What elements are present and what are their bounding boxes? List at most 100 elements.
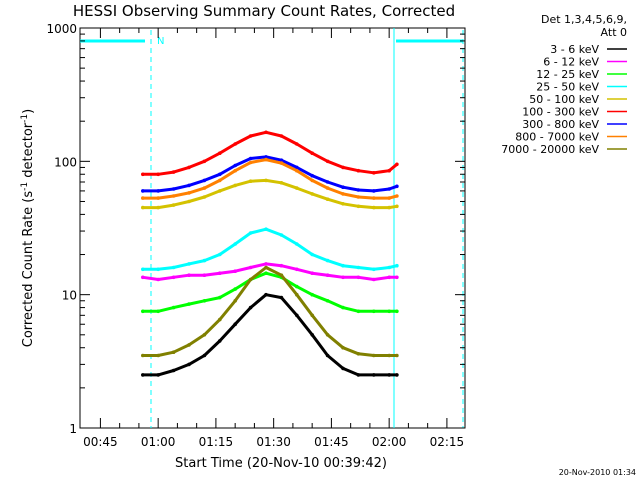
series-line-1 xyxy=(142,293,397,377)
data-point xyxy=(233,287,237,291)
legend-label: 3 - 6 keV xyxy=(550,43,599,56)
data-point xyxy=(156,205,160,210)
series-line-6 xyxy=(142,130,398,176)
y-tick-label: 100 xyxy=(54,155,77,169)
series-line-2 xyxy=(142,262,397,281)
legend-label: 800 - 7000 keV xyxy=(515,131,599,144)
data-point xyxy=(264,227,268,231)
series-line-5 xyxy=(142,178,398,210)
data-point xyxy=(141,205,145,210)
data-point xyxy=(248,265,253,270)
data-point xyxy=(325,273,330,278)
data-point xyxy=(233,242,237,246)
series-line-8 xyxy=(142,158,398,200)
data-point xyxy=(218,189,222,193)
data-point xyxy=(202,178,207,183)
data-point xyxy=(202,353,207,358)
data-point xyxy=(141,189,145,193)
data-point xyxy=(156,196,160,200)
x-tick-label: 01:00 xyxy=(141,435,176,449)
data-point xyxy=(187,183,191,188)
data-point xyxy=(387,265,392,270)
data-point xyxy=(295,292,299,297)
legend-header-line1: Det 1,3,4,5,6,9, xyxy=(541,13,627,26)
data-point xyxy=(341,192,345,196)
data-point xyxy=(387,353,392,358)
data-point xyxy=(372,189,376,193)
data-point xyxy=(264,155,268,159)
data-point xyxy=(233,183,237,188)
y-tick-label: 1000 xyxy=(46,22,77,36)
data-point xyxy=(372,171,376,175)
data-point xyxy=(295,284,299,289)
x-tick-label: 01:45 xyxy=(314,435,349,449)
data-point xyxy=(218,317,222,322)
data-point xyxy=(202,186,207,190)
data-point xyxy=(295,313,299,318)
data-point xyxy=(356,265,361,270)
data-point xyxy=(248,160,253,165)
axis-layer: 1 10 100 1000 00:45 01:00 01:15 01:30 01:45 02:00… xyxy=(46,22,465,449)
data-point xyxy=(295,165,299,170)
data-point xyxy=(341,185,345,189)
data-point xyxy=(395,309,399,314)
data-point xyxy=(279,158,284,162)
data-point xyxy=(325,186,330,190)
y-tick-label: 1 xyxy=(69,422,77,436)
data-point xyxy=(387,205,392,210)
data-point xyxy=(202,195,207,199)
data-point xyxy=(356,275,361,280)
data-point xyxy=(218,172,222,177)
data-point xyxy=(156,277,160,282)
legend-label: 25 - 50 keV xyxy=(536,81,599,94)
data-point xyxy=(248,179,253,183)
data-point xyxy=(248,134,253,138)
data-point xyxy=(171,350,176,355)
data-point xyxy=(156,172,160,177)
data-point xyxy=(279,233,284,237)
data-point xyxy=(295,242,299,246)
data-point xyxy=(264,265,268,270)
legend-label: 300 - 800 keV xyxy=(522,118,599,131)
data-point xyxy=(264,292,268,297)
data-point xyxy=(356,204,361,209)
data-point xyxy=(156,373,160,377)
data-point xyxy=(202,333,207,337)
night-markers: N xyxy=(80,28,464,428)
series-layer xyxy=(141,130,399,377)
data-point xyxy=(341,305,345,310)
data-point xyxy=(279,161,284,165)
data-point xyxy=(248,231,253,235)
data-point xyxy=(218,339,222,343)
data-point xyxy=(202,273,207,278)
x-tick-label: 01:15 xyxy=(199,435,234,449)
data-point xyxy=(341,275,345,280)
plot-frame xyxy=(79,27,466,429)
data-point xyxy=(171,368,176,373)
data-point xyxy=(387,309,392,314)
data-point xyxy=(356,352,361,356)
data-point xyxy=(279,263,284,268)
data-point xyxy=(264,178,268,183)
data-point xyxy=(325,180,330,184)
legend-label: 12 - 25 keV xyxy=(536,68,599,81)
x-tick-label: 02:00 xyxy=(372,435,407,449)
data-point xyxy=(218,151,222,155)
data-point xyxy=(325,299,330,303)
data-point xyxy=(171,265,176,270)
x-tick-label: 00:45 xyxy=(83,435,118,449)
data-point xyxy=(325,197,330,201)
data-point xyxy=(341,202,345,206)
data-point xyxy=(341,165,345,170)
data-point xyxy=(141,267,145,272)
data-point xyxy=(141,309,145,314)
data-point xyxy=(310,292,315,297)
legend-header-line2: Att 0 xyxy=(601,26,627,39)
data-point xyxy=(264,157,268,162)
data-point xyxy=(356,195,361,199)
data-point xyxy=(310,252,315,257)
data-point xyxy=(310,333,315,337)
data-point xyxy=(156,309,160,314)
